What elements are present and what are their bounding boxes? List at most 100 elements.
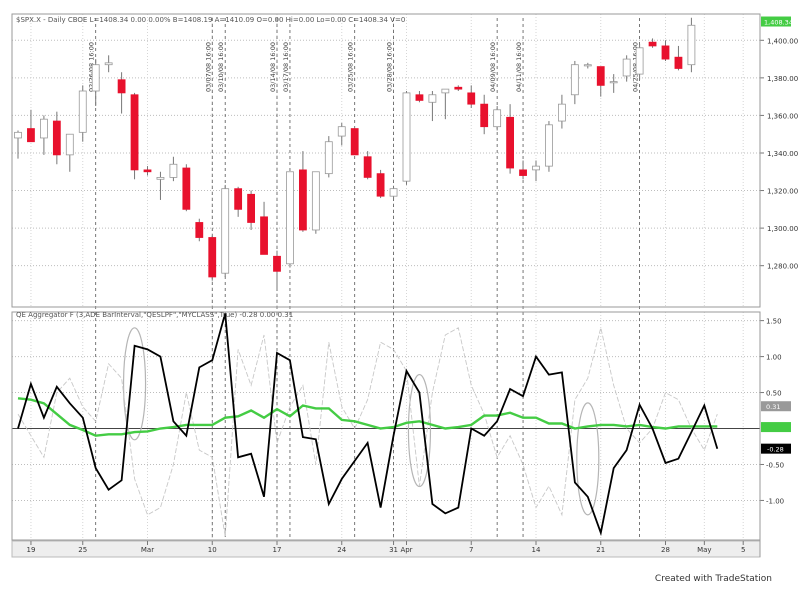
x-tick-label: 7 [469,546,473,554]
highlight-ellipse [576,402,600,516]
candle-down [674,56,683,69]
candle-up [40,118,48,139]
x-tick-label: 25 [78,546,87,554]
candle-down [27,128,35,143]
candle-down [117,79,126,94]
value-badges: 1,408.34 0.31 0.00 -0.28 [761,16,793,454]
candle-up [545,124,553,167]
x-tick-label: 24 [337,546,346,554]
indicator-tick-label: 0.50 [766,390,782,398]
event-markers: 02/26/08 16:00 03/07/08 16:00 03/10/08 16:… [88,18,640,540]
event-marker-label: 03/17/08 16:00 [282,42,290,92]
event-marker-label: 04/09/08 16:00 [489,42,497,92]
candle-down [247,193,256,223]
candle-down [260,216,268,255]
candle-up [156,177,165,180]
x-tick-label: 31 [389,546,398,554]
candle-up [65,133,74,156]
candle-up [78,90,87,133]
candle-down [234,188,243,210]
candle-up [687,24,696,66]
candle-up [169,163,178,178]
indicator-tick-label: -0.50 [766,461,784,469]
x-tick-label: Apr [400,546,412,554]
candle-up [389,188,398,197]
event-marker-label: 03/10/08 16:00 [217,42,225,92]
event-marker-label: 03/07/08 16:00 [204,42,212,92]
price-chart-header: $SPX.X - Daily CBOE L=1408.34 0.00 0.00%… [16,16,406,24]
candle-down [519,169,527,176]
event-marker-label: 04/25/08 16:00 [632,42,640,92]
candle-down [130,94,139,171]
candle-up [635,47,644,75]
ghost-value-badge [761,401,791,412]
candle-up [609,81,618,84]
ghost-series-line [17,327,718,537]
candle-down [298,169,307,231]
x-tick-label: 10 [208,546,217,554]
candle-down [467,92,476,105]
x-tick-label: 17 [273,546,282,554]
candle-down [143,169,152,173]
x-tick-label: 14 [532,546,541,554]
smooth-value-badge [761,422,791,433]
credit-text: Created with TradeStation [654,574,772,584]
highlight-ellipse [122,327,147,441]
aggregator-value-badge [761,443,791,454]
candle-down [376,173,385,197]
candle-down [350,128,359,156]
candle-up [583,64,592,67]
indicator-lines [17,313,719,537]
candle-down [648,41,657,47]
candle-up [402,92,411,182]
price-tick-label: 1,320.00 [767,188,798,196]
candle-down [52,120,61,156]
smooth-series-line [17,397,718,437]
candle-up [532,165,540,171]
candle-up [324,141,333,175]
candle-up [221,188,230,274]
candle-up [286,171,294,265]
candle-down [363,156,372,178]
x-tick-label: 5 [741,546,745,554]
candle-down [415,94,424,101]
candle-down [506,116,515,169]
candle-up [337,126,346,137]
candlesticks [14,17,696,291]
event-marker-label: 03/25/08 16:00 [347,42,355,92]
candle-down [596,66,605,86]
price-panel-frame [11,13,761,308]
last-price-badge [761,16,791,27]
indicator-tick-label: -1.00 [766,497,784,505]
indicator-tick-label: 1.50 [766,318,782,326]
candle-up [558,103,566,122]
candle-up [441,88,450,94]
aggregator-value-label: -0.28 [767,446,784,454]
event-marker-label: 03/28/08 16:00 [386,42,394,92]
axes: 19 25 Mar 10 17 24 31 Apr 7 14 21 28 May 5 [11,13,761,558]
x-tick-label: 21 [596,546,605,554]
x-tick-label: May [697,546,711,554]
candle-up [493,109,502,128]
candle-up [311,171,320,231]
highlight-ellipses [122,327,600,516]
price-tick-label: 1,280.00 [767,263,798,271]
x-tick-label: 28 [661,546,670,554]
ghost-value-label: 0.31 [766,403,780,411]
candle-down [195,222,204,238]
last-price-label: 1,408.34 [764,19,793,27]
candle-up [14,131,22,139]
candle-up [428,94,437,103]
candle-up [91,64,100,92]
candle-down [661,45,670,60]
price-tick-label: 1,360.00 [767,112,798,120]
candle-down [454,86,463,90]
candle-down [182,167,191,210]
indicator-header: QE Aggregator F (3,ADE BarInterval,"QESL… [16,311,294,319]
candle-down [480,103,489,128]
price-tick-label: 1,300.00 [767,225,798,233]
x-axis-strip [11,540,761,558]
event-marker-label: 02/26/08 16:00 [88,42,96,92]
event-marker-label: 04/11/08 16:00 [515,42,523,92]
